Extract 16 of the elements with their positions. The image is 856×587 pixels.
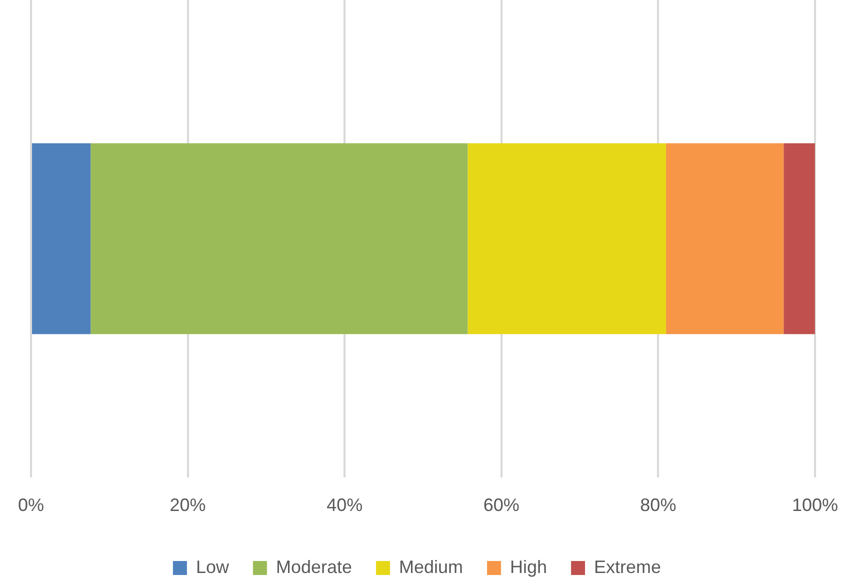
bar <box>32 143 91 334</box>
x-tick-label: 20% <box>170 495 206 516</box>
x-tick-label: 60% <box>483 495 520 516</box>
bar <box>468 143 666 334</box>
bar <box>666 143 784 334</box>
legend-label: Low <box>196 556 230 577</box>
x-tick-label: 100% <box>792 495 838 516</box>
x-tick-label: 80% <box>640 495 676 516</box>
legend-label: High <box>510 556 548 577</box>
x-tick-label: 40% <box>326 495 363 516</box>
legend-label: Moderate <box>276 556 352 577</box>
bar <box>90 143 468 334</box>
bar <box>784 143 815 334</box>
legend-label: Extreme <box>594 556 662 577</box>
legend-label: Medium <box>399 556 464 577</box>
x-tick-label: 0% <box>18 495 44 516</box>
